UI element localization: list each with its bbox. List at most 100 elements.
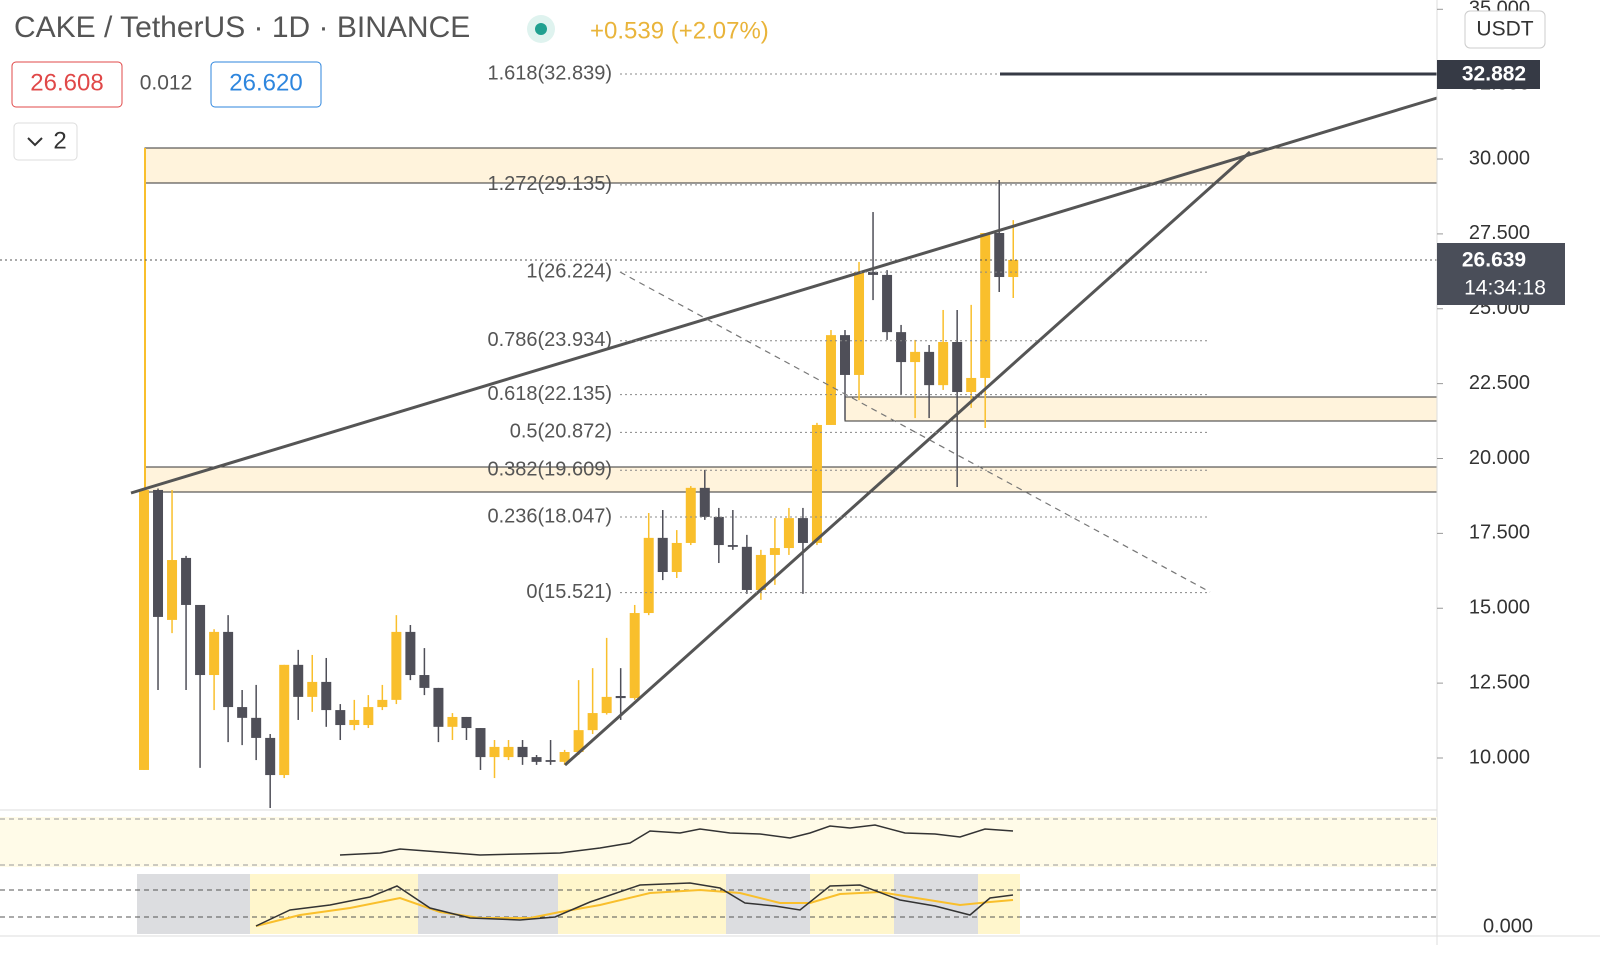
- candle-body: [713, 516, 724, 546]
- candle-body: [601, 696, 612, 714]
- alert-price-box: [1437, 60, 1540, 89]
- fib-label: 0.382(19.609): [487, 458, 612, 480]
- zones: [144, 147, 1438, 493]
- alert-price: 32.882: [1462, 63, 1526, 86]
- indicator-shade: [418, 874, 558, 934]
- candle-body: [840, 335, 850, 375]
- candle-body: [279, 664, 290, 776]
- fib-label: 1.618(32.839): [487, 62, 612, 84]
- candle-body: [153, 489, 164, 617]
- candle-body: [307, 681, 318, 697]
- candle-body: [699, 487, 710, 517]
- candle-body: [265, 737, 276, 776]
- indicator-pane: [0, 817, 1437, 867]
- trendline: [563, 150, 1252, 767]
- candle-body: [882, 274, 893, 333]
- candle-body: [363, 707, 374, 726]
- y-tick-label: 22.500: [1469, 372, 1530, 394]
- candle-body: [854, 271, 865, 375]
- indicators-toggle[interactable]: [13, 122, 78, 161]
- indicator-tick-label: 0.000: [1483, 915, 1533, 937]
- candle-body: [573, 730, 584, 752]
- candle-body: [335, 710, 346, 726]
- candle-body: [629, 613, 640, 699]
- fib-label: 0.236(18.047): [487, 505, 612, 527]
- currency-button[interactable]: [1464, 10, 1546, 49]
- candle-body: [489, 746, 500, 758]
- price-change: +0.539 (+2.07%): [590, 17, 769, 44]
- candle-body: [405, 631, 416, 676]
- currency[interactable]: USDT: [1476, 18, 1533, 41]
- countdown: 14:34:18: [1464, 277, 1546, 300]
- fib-levels: 1.618(32.839) 1.272(29.135) 1(26.224) 0.786…: [487, 62, 1210, 603]
- sell-button[interactable]: [11, 61, 123, 108]
- y-tick-label: 12.500: [1469, 671, 1530, 693]
- y-tick-label: 27.500: [1469, 222, 1530, 244]
- candle-body: [321, 681, 332, 711]
- candle-body: [223, 631, 234, 708]
- trendline: [130, 96, 1438, 495]
- candle-body: [167, 560, 178, 620]
- candle-body: [938, 342, 949, 386]
- indicator-shade: [137, 874, 250, 934]
- candle-body: [994, 232, 1005, 278]
- ask-price[interactable]: 26.620: [229, 69, 302, 96]
- buy-button[interactable]: [210, 61, 322, 108]
- zone: [144, 147, 1438, 184]
- candle-body: [727, 545, 738, 547]
- candle-body: [797, 518, 808, 543]
- candle-body: [447, 716, 458, 727]
- candle-body: [966, 377, 977, 393]
- candle-body: [980, 232, 991, 378]
- candle-body: [195, 604, 206, 676]
- candle-body: [643, 537, 654, 614]
- indicator-line: [255, 882, 1014, 927]
- candle-body: [251, 717, 262, 738]
- last-price-box: [1437, 243, 1565, 305]
- candle-body: [209, 631, 220, 676]
- candles: [139, 179, 1019, 808]
- candle-body: [868, 271, 879, 275]
- y-tick-label: 15.000: [1469, 597, 1530, 619]
- candle-body: [559, 751, 570, 762]
- indicators-count[interactable]: 2: [53, 127, 66, 154]
- candle-body: [461, 716, 472, 729]
- indicator-shade: [810, 874, 894, 934]
- candle-body: [433, 687, 444, 727]
- candle-body: [924, 351, 935, 386]
- fib-label: 0(15.521): [526, 581, 612, 603]
- candle-body: [587, 713, 598, 731]
- candle-body: [615, 695, 626, 699]
- fib-label: 1(26.224): [526, 260, 612, 282]
- candle-body: [811, 424, 822, 543]
- y-tick-label: 20.000: [1469, 447, 1530, 469]
- candle-body: [671, 542, 682, 573]
- candle-body: [657, 537, 668, 573]
- indicator-signal: [255, 888, 1014, 927]
- candle-body: [349, 719, 360, 726]
- candle-body: [952, 342, 963, 393]
- candle-body: [475, 728, 486, 758]
- bid-price[interactable]: 26.608: [30, 69, 103, 96]
- candle-body: [685, 487, 696, 543]
- candle-body: [545, 760, 556, 762]
- candle-body: [503, 746, 514, 758]
- candle-body: [910, 351, 921, 363]
- candle-body: [377, 699, 388, 708]
- candle-body: [517, 746, 528, 758]
- candle-body: [237, 707, 248, 718]
- fib-label: 1.272(29.135): [487, 173, 612, 195]
- fib-label: 0.618(22.135): [487, 383, 612, 405]
- candle-body: [531, 757, 542, 762]
- candle-body: [391, 631, 402, 700]
- candle-body: [181, 557, 192, 605]
- candle-body: [825, 335, 836, 425]
- indicator-shade: [558, 874, 726, 934]
- zone: [144, 466, 1438, 493]
- indicator-line: [339, 824, 1014, 856]
- symbol-title: CAKE / TetherUS · 1D · BINANCE: [14, 11, 470, 44]
- candle-body: [783, 518, 794, 549]
- candle-body: [741, 546, 752, 590]
- candle-body: [293, 664, 304, 697]
- last-price: 26.639: [1462, 249, 1526, 272]
